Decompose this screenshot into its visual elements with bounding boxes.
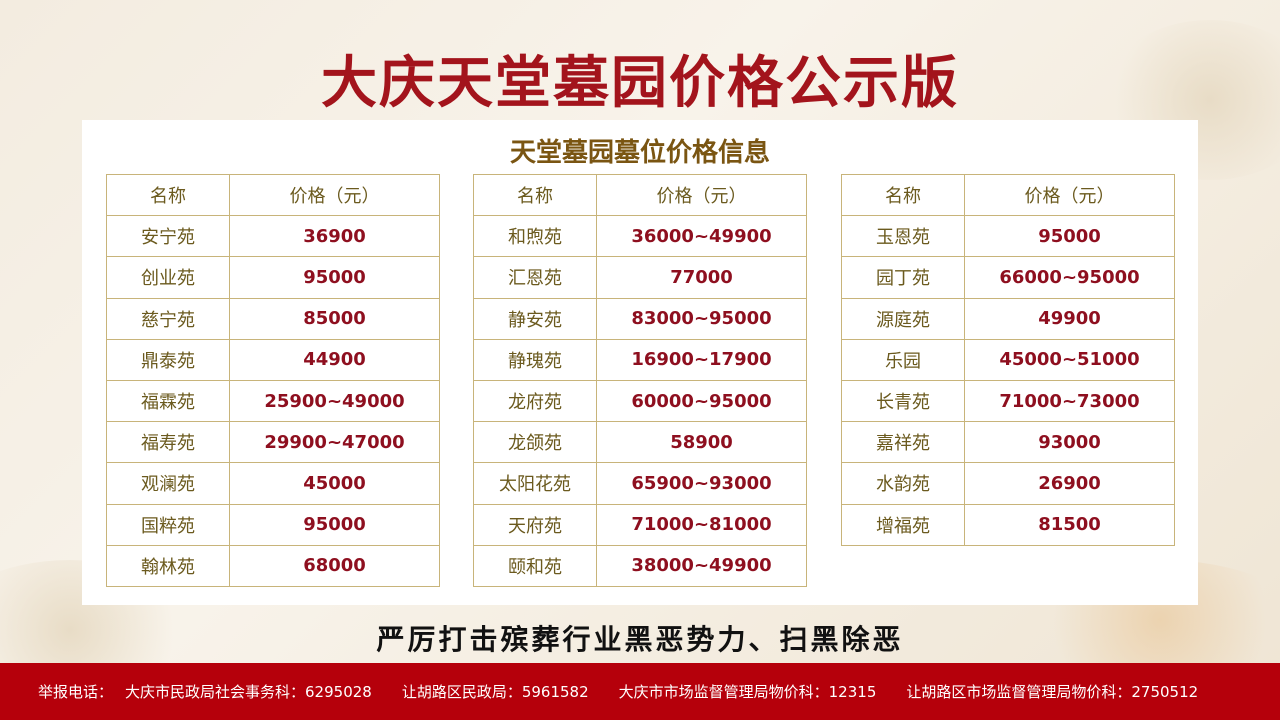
cemetery-price: 77000 — [596, 256, 807, 299]
header-name: 名称 — [473, 173, 597, 217]
cemetery-price: 26900 — [964, 462, 1175, 505]
cemetery-price: 71000~81000 — [596, 503, 807, 546]
header-name: 名称 — [841, 173, 965, 217]
cemetery-name: 慈宁苑 — [106, 297, 230, 340]
cemetery-price: 25900~49000 — [229, 379, 440, 423]
table-row: 安宁苑 36900 — [106, 215, 440, 258]
cemetery-name: 和煦苑 — [473, 215, 597, 258]
cemetery-name: 福霖苑 — [106, 379, 230, 423]
price-table-1: 名称 价格（元） 安宁苑 36900 创业苑 95000 慈宁苑 85000 鼎泰苑 44900 福… — [106, 173, 440, 587]
table-row: 乐园 45000~51000 — [841, 338, 1175, 381]
cemetery-price: 45000 — [229, 462, 440, 505]
cemetery-price: 93000 — [964, 421, 1175, 464]
table-row: 源庭苑 49900 — [841, 297, 1175, 340]
table-row: 创业苑 95000 — [106, 256, 440, 299]
table-row: 玉恩苑 95000 — [841, 215, 1175, 258]
cemetery-name: 静安苑 — [473, 297, 597, 340]
cemetery-name: 静瑰苑 — [473, 338, 597, 381]
cemetery-name: 太阳花苑 — [473, 462, 597, 505]
header-price: 价格（元） — [596, 173, 807, 217]
table-row: 福霖苑 25900~49000 — [106, 379, 440, 423]
cemetery-name: 创业苑 — [106, 256, 230, 299]
slogan: 严厉打击殡葬行业黑恶势力、扫黑除恶 — [376, 623, 904, 656]
cemetery-name: 龙颌苑 — [473, 421, 597, 464]
table-row: 嘉祥苑 93000 — [841, 421, 1175, 464]
table-header: 名称 价格（元） — [841, 173, 1175, 217]
table-row: 国粹苑 95000 — [106, 503, 440, 546]
table-row: 龙颌苑 58900 — [473, 421, 807, 464]
cemetery-price: 71000~73000 — [964, 379, 1175, 423]
table-row: 慈宁苑 85000 — [106, 297, 440, 340]
table-header: 名称 价格（元） — [473, 173, 807, 217]
cemetery-price: 66000~95000 — [964, 256, 1175, 299]
report-hotline-bar: 举报电话： 大庆市民政局社会事务科：6295028 让胡路区民政局：596158… — [0, 663, 1280, 720]
cemetery-price: 36900 — [229, 215, 440, 258]
cemetery-price: 83000~95000 — [596, 297, 807, 340]
cemetery-name: 观澜苑 — [106, 462, 230, 505]
cemetery-name: 源庭苑 — [841, 297, 965, 340]
price-table-3: 名称 价格（元） 玉恩苑 95000 园丁苑 66000~95000 源庭苑 49900 乐园 4… — [841, 173, 1175, 546]
table-row: 太阳花苑 65900~93000 — [473, 462, 807, 505]
cemetery-name: 汇恩苑 — [473, 256, 597, 299]
panel-subtitle: 天堂墓园墓位价格信息 — [509, 138, 770, 168]
table-row: 鼎泰苑 44900 — [106, 338, 440, 381]
cemetery-name: 翰林苑 — [106, 544, 230, 587]
cemetery-price: 45000~51000 — [964, 338, 1175, 381]
cemetery-price: 68000 — [229, 544, 440, 587]
cemetery-price: 36000~49900 — [596, 215, 807, 258]
table-row: 水韵苑 26900 — [841, 462, 1175, 505]
cemetery-name: 长青苑 — [841, 379, 965, 423]
cemetery-name: 颐和苑 — [473, 544, 597, 587]
cemetery-name: 水韵苑 — [841, 462, 965, 505]
cemetery-name: 嘉祥苑 — [841, 421, 965, 464]
cemetery-price: 38000~49900 — [596, 544, 807, 587]
cemetery-price: 60000~95000 — [596, 379, 807, 423]
cemetery-price: 95000 — [229, 256, 440, 299]
hotline-item: 让胡路区市场监督管理局物价科：2750512 — [906, 683, 1199, 701]
table-row: 天府苑 71000~81000 — [473, 503, 807, 546]
header-price: 价格（元） — [229, 173, 440, 217]
cemetery-price: 49900 — [964, 297, 1175, 340]
cemetery-price: 44900 — [229, 338, 440, 381]
cemetery-price: 16900~17900 — [596, 338, 807, 381]
table-row: 静瑰苑 16900~17900 — [473, 338, 807, 381]
cemetery-name: 玉恩苑 — [841, 215, 965, 258]
cemetery-name: 福寿苑 — [106, 421, 230, 464]
cemetery-name: 园丁苑 — [841, 256, 965, 299]
cemetery-name: 乐园 — [841, 338, 965, 381]
hotline-label: 举报电话： — [38, 683, 114, 701]
table-row: 汇恩苑 77000 — [473, 256, 807, 299]
cemetery-name: 龙府苑 — [473, 379, 597, 423]
page-title: 大庆天堂墓园价格公示版 — [321, 50, 959, 116]
table-header: 名称 价格（元） — [106, 173, 440, 217]
table-row: 静安苑 83000~95000 — [473, 297, 807, 340]
cemetery-name: 安宁苑 — [106, 215, 230, 258]
cemetery-name: 天府苑 — [473, 503, 597, 546]
cemetery-price: 95000 — [229, 503, 440, 546]
table-row: 园丁苑 66000~95000 — [841, 256, 1175, 299]
table-row: 颐和苑 38000~49900 — [473, 544, 807, 587]
hotline-item: 大庆市市场监督管理局物价科：12315 — [618, 683, 877, 701]
cemetery-price: 81500 — [964, 503, 1175, 546]
header-name: 名称 — [106, 173, 230, 217]
cemetery-price: 65900~93000 — [596, 462, 807, 505]
table-row: 福寿苑 29900~47000 — [106, 421, 440, 464]
table-row: 观澜苑 45000 — [106, 462, 440, 505]
price-table-2: 名称 价格（元） 和煦苑 36000~49900 汇恩苑 77000 静安苑 83000~95… — [473, 173, 807, 587]
hotline-item: 大庆市民政局社会事务科：6295028 — [125, 683, 372, 701]
cemetery-name: 国粹苑 — [106, 503, 230, 546]
header-price: 价格（元） — [964, 173, 1175, 217]
cemetery-name: 鼎泰苑 — [106, 338, 230, 381]
cemetery-price: 95000 — [964, 215, 1175, 258]
cemetery-price: 85000 — [229, 297, 440, 340]
table-row: 龙府苑 60000~95000 — [473, 379, 807, 423]
cemetery-name: 增福苑 — [841, 503, 965, 546]
table-row: 和煦苑 36000~49900 — [473, 215, 807, 258]
table-row: 长青苑 71000~73000 — [841, 379, 1175, 423]
cemetery-price: 29900~47000 — [229, 421, 440, 464]
table-row: 增福苑 81500 — [841, 503, 1175, 546]
table-row: 翰林苑 68000 — [106, 544, 440, 587]
hotline-item: 让胡路区民政局：5961582 — [401, 683, 589, 701]
cemetery-price: 58900 — [596, 421, 807, 464]
